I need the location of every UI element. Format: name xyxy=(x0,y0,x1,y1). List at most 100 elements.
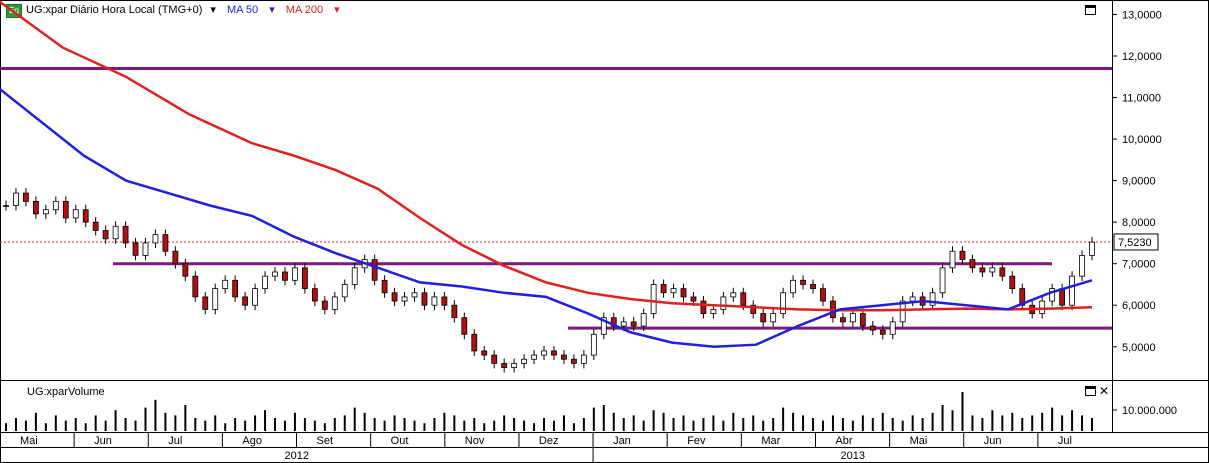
candle-body xyxy=(72,209,79,219)
candle-body xyxy=(331,296,338,310)
month-label: Mai xyxy=(20,435,38,447)
ma200-text: MA 200 xyxy=(285,4,324,16)
candle-body xyxy=(451,304,458,319)
year-label: 2012 xyxy=(285,450,309,462)
month-label: Mai xyxy=(910,435,928,447)
maximize-icon[interactable] xyxy=(1085,5,1096,15)
candle-body xyxy=(929,292,936,306)
candle-body xyxy=(401,296,408,302)
candle-body xyxy=(62,200,69,219)
candle-body xyxy=(600,317,607,335)
price-tick-label: 9,0000 xyxy=(1122,176,1156,188)
candle-body xyxy=(222,279,229,290)
candle-body xyxy=(232,279,239,298)
candle-body xyxy=(252,288,258,306)
current-price-label: 7,5230 xyxy=(1118,237,1152,249)
candle-body xyxy=(23,192,29,202)
volume-maximize-icon[interactable] xyxy=(1085,386,1096,396)
candle-body xyxy=(680,288,687,298)
ma200-dropdown-icon[interactable]: ▾ xyxy=(334,4,340,16)
candle-body xyxy=(1039,300,1046,314)
symbol-dropdown-icon[interactable]: ▾ xyxy=(210,4,216,16)
candle-body xyxy=(212,288,219,310)
candle-body xyxy=(640,313,647,327)
price-tick-label: 11,0000 xyxy=(1122,93,1161,105)
candle-body xyxy=(690,296,697,302)
candle-body xyxy=(152,234,159,244)
volume-close-icon[interactable]: ✕ xyxy=(1099,384,1110,398)
candle-body xyxy=(1059,288,1066,306)
candle-body xyxy=(1069,275,1075,306)
current-price-box xyxy=(1113,233,1159,251)
candle-body xyxy=(32,200,39,215)
month-label: Jan xyxy=(613,435,631,447)
candle-body xyxy=(481,350,488,356)
candle-body xyxy=(740,292,747,306)
candle-body xyxy=(571,358,577,364)
candle-body xyxy=(132,242,139,256)
price-tick-label: 6,0000 xyxy=(1122,300,1156,312)
candle-body xyxy=(461,317,468,335)
month-label: Set xyxy=(317,435,334,447)
candle-body xyxy=(3,205,9,207)
candle-body xyxy=(182,263,189,277)
candle-body xyxy=(780,292,787,314)
candle-body xyxy=(42,209,49,215)
candle-body xyxy=(82,209,89,223)
price-tick-label: 10,0000 xyxy=(1122,134,1162,146)
ma200-line xyxy=(0,0,1093,312)
candle-body xyxy=(52,200,59,211)
candle-body xyxy=(531,354,537,360)
volume-panel-title: UG:xparVolume xyxy=(27,386,105,398)
candle-body xyxy=(989,267,996,273)
candle-body xyxy=(969,259,976,269)
candle-body xyxy=(391,292,398,302)
candle-body xyxy=(301,267,308,290)
candle-body xyxy=(869,325,876,331)
month-label: Out xyxy=(391,435,409,447)
candle-body xyxy=(162,234,169,252)
candle-body xyxy=(620,321,627,327)
candle-body xyxy=(431,296,438,306)
candle-body xyxy=(770,313,777,323)
candle-body xyxy=(670,288,677,294)
candle-body xyxy=(959,250,966,260)
candle-body xyxy=(202,296,209,310)
candle-body xyxy=(292,267,298,281)
month-label: Dez xyxy=(539,435,559,447)
candle-body xyxy=(441,296,448,306)
candle-body xyxy=(321,300,328,310)
candle-body xyxy=(371,259,378,281)
candle-body xyxy=(142,242,149,256)
candle-body xyxy=(192,275,199,298)
candle-body xyxy=(122,225,129,244)
candle-body xyxy=(800,279,806,285)
candle-body xyxy=(650,284,657,314)
month-label: Jul xyxy=(1058,435,1072,447)
price-tick-label: 7,0000 xyxy=(1122,259,1156,271)
ma50-line xyxy=(0,88,1093,349)
ma50-label[interactable]: MA 50 ▾ xyxy=(227,4,275,16)
candle-body xyxy=(501,362,508,368)
ma200-label[interactable]: MA 200 ▾ xyxy=(286,4,340,16)
candle-body xyxy=(1079,254,1085,277)
volume-axis-label: 10.000.000 xyxy=(1122,405,1177,417)
month-label: Mar xyxy=(761,435,780,447)
candle-body xyxy=(262,275,268,290)
candle-body xyxy=(999,267,1006,277)
candle-body xyxy=(351,267,358,285)
month-label: Ago xyxy=(242,435,262,447)
candle-body xyxy=(92,221,99,231)
candle-body xyxy=(112,225,119,240)
ma50-dropdown-icon[interactable]: ▾ xyxy=(269,4,275,16)
symbol-label[interactable]: UG:xpar Diário Hora Local (TMG+0) ▾ xyxy=(26,4,216,16)
candle-body xyxy=(750,304,757,314)
candle-body xyxy=(311,288,318,302)
candle-body xyxy=(760,313,767,323)
price-tick-label: 13,0000 xyxy=(1122,9,1162,21)
candle-body xyxy=(381,279,388,294)
month-label: Jun xyxy=(94,435,112,447)
candle-body xyxy=(521,358,527,364)
